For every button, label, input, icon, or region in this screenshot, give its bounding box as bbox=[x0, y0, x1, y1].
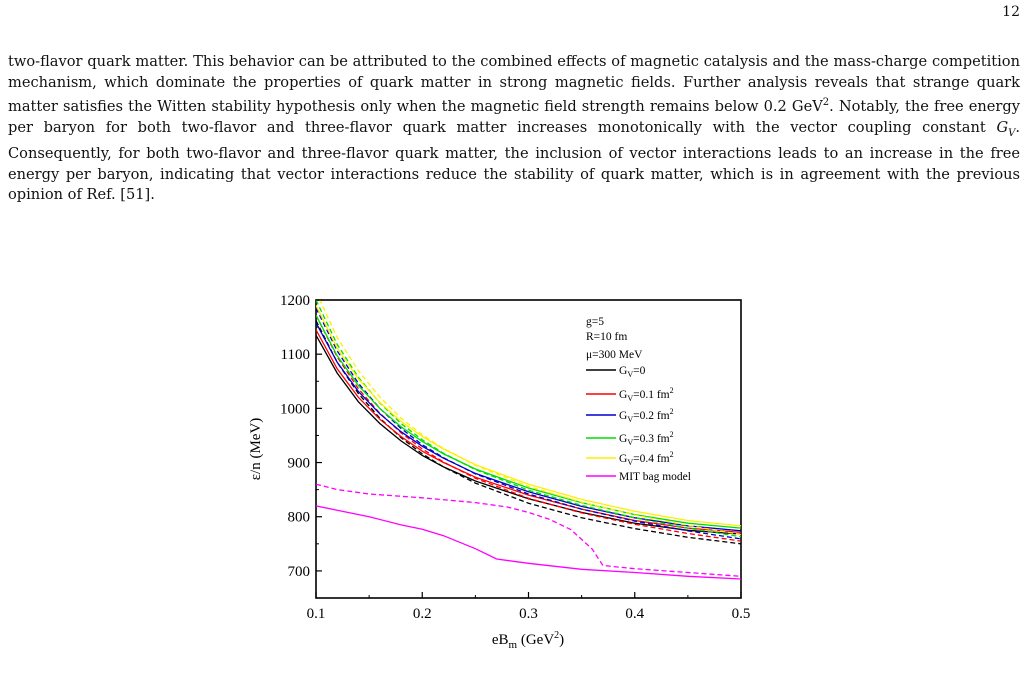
y-tick-label: 1200 bbox=[280, 293, 310, 309]
y-tick-label: 700 bbox=[288, 564, 311, 580]
series-line-5 bbox=[316, 307, 741, 540]
x-tick-label: 0.1 bbox=[307, 606, 326, 622]
legend-label: GV=0.2 fm2 bbox=[619, 407, 674, 424]
series-line-2 bbox=[316, 329, 741, 534]
x-tick-label: 0.2 bbox=[413, 606, 432, 622]
series-line-8 bbox=[316, 305, 741, 527]
unit-exponent: 2 bbox=[822, 97, 830, 109]
paragraph-text-2: . Notably, the free energy per baryon fo… bbox=[8, 98, 1020, 136]
body-paragraph: two-flavor quark matter. This behavior c… bbox=[8, 52, 1020, 206]
paragraph-text-3: . Consequently, for both two-flavor and … bbox=[8, 118, 1020, 204]
series-line-4 bbox=[316, 322, 741, 532]
legend-label: GV=0.1 fm2 bbox=[619, 386, 674, 403]
series-layer bbox=[316, 300, 741, 580]
annotation-mu: μ=300 MeV bbox=[586, 349, 643, 361]
x-axis-label-main: eB bbox=[492, 632, 509, 648]
series-line-7 bbox=[316, 300, 741, 538]
y-tick-label: 1100 bbox=[281, 347, 310, 363]
x-axis-label-exp: 2 bbox=[554, 630, 559, 641]
y-tick-label: 1000 bbox=[280, 401, 310, 417]
ticks-layer: 0.1 0.2 0.3 0.4 0.5 700 800 900 1000 1100 1200 bbox=[280, 293, 750, 622]
series-line-3 bbox=[316, 314, 741, 542]
coupling-subscript: V bbox=[1008, 127, 1016, 139]
series-line-9 bbox=[319, 300, 741, 536]
legend-label: MIT bag model bbox=[619, 471, 691, 483]
legend-label: GV=0 bbox=[619, 365, 646, 379]
x-tick-label: 0.4 bbox=[625, 606, 644, 622]
legend: GV=0 GV=0.1 fm2 GV=0.2 fm2 GV=0.3 fm2 GV=0.4… bbox=[586, 365, 691, 483]
page-number: 12 bbox=[1002, 4, 1020, 20]
y-tick-label: 800 bbox=[288, 510, 311, 526]
annotation-radius: R=10 fm bbox=[586, 331, 627, 343]
annotation-g: g=5 bbox=[586, 316, 604, 328]
series-line-1 bbox=[316, 320, 741, 545]
paragraph-text-1: two-flavor quark matter. This behavior c… bbox=[8, 53, 1020, 116]
y-tick-label: 900 bbox=[288, 456, 311, 472]
series-line-10 bbox=[316, 505, 741, 580]
x-axis-label-close: ) bbox=[559, 632, 564, 648]
plot-frame bbox=[315, 299, 742, 599]
series-line-6 bbox=[316, 314, 741, 529]
coupling-symbol: G bbox=[996, 118, 1009, 136]
y-axis-label: ε/n (MeV) bbox=[248, 418, 264, 481]
x-axis-label: eBm (GeV2) bbox=[492, 630, 564, 651]
energy-per-baryon-chart: 0.1 0.2 0.3 0.4 0.5 700 800 900 1000 1100 1200 g=5… bbox=[248, 293, 750, 651]
x-tick-label: 0.5 bbox=[732, 606, 751, 622]
series-line-11 bbox=[316, 483, 741, 577]
annotation-layer: g=5 R=10 fm μ=300 MeV bbox=[586, 316, 643, 361]
series-line-0 bbox=[316, 334, 741, 535]
legend-label: GV=0.3 fm2 bbox=[619, 430, 674, 447]
figure: 0.1 0.2 0.3 0.4 0.5 700 800 900 1000 1100 1200 g=5… bbox=[238, 288, 768, 660]
x-tick-label: 0.3 bbox=[519, 606, 538, 622]
legend-label: GV=0.4 fm2 bbox=[619, 450, 674, 467]
x-axis-label-sub: m bbox=[509, 639, 518, 651]
x-axis-label-unit: (GeV bbox=[517, 632, 554, 648]
